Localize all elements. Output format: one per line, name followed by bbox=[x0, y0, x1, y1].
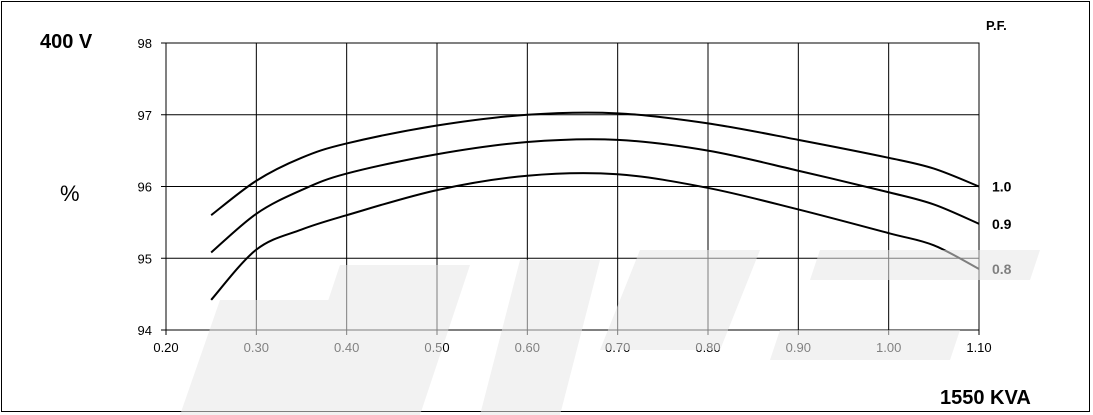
series-label-pf-0-9: 0.9 bbox=[992, 216, 1012, 232]
power-factor-title: P.F. bbox=[986, 18, 1007, 33]
x-tick-label: 1.10 bbox=[966, 340, 991, 355]
voltage-label: 400 V bbox=[40, 31, 93, 53]
x-tick-label: 0.50 bbox=[424, 340, 449, 355]
rating-label: 1550 KVA bbox=[940, 387, 1031, 409]
series-layer bbox=[210, 111, 980, 301]
x-tick-label: 0.80 bbox=[695, 340, 720, 355]
x-tick-label: 0.70 bbox=[605, 340, 630, 355]
y-tick-label: 94 bbox=[138, 323, 152, 338]
y-tick-label: 95 bbox=[138, 251, 152, 266]
percent-symbol: % bbox=[60, 181, 80, 206]
series-label-pf-1-0: 1.0 bbox=[992, 179, 1012, 195]
y-tick-label: 98 bbox=[138, 36, 152, 51]
series-line-pf-0-9 bbox=[210, 138, 980, 254]
tick-labels: 0.20 0.30 0.40 0.50 0.60 0.70 0.80 0.90 1.00 1.10… bbox=[138, 36, 992, 355]
x-tick-label: 0.60 bbox=[515, 340, 540, 355]
series-label-pf-0-8: 0.8 bbox=[992, 261, 1012, 277]
series-line-pf-0-8 bbox=[210, 172, 980, 301]
x-tick-label: 1.00 bbox=[876, 340, 901, 355]
series-line-pf-1-0 bbox=[210, 111, 980, 216]
axes bbox=[161, 42, 980, 335]
x-tick-label: 0.30 bbox=[244, 340, 269, 355]
x-tick-label: 0.90 bbox=[786, 340, 811, 355]
y-tick-label: 96 bbox=[138, 180, 152, 195]
x-tick-label: 0.40 bbox=[334, 340, 359, 355]
x-tick-label: 0.20 bbox=[153, 340, 178, 355]
y-tick-label: 97 bbox=[138, 108, 152, 123]
series-labels: 1.0 0.9 0.8 bbox=[992, 179, 1012, 278]
grid bbox=[165, 42, 980, 331]
